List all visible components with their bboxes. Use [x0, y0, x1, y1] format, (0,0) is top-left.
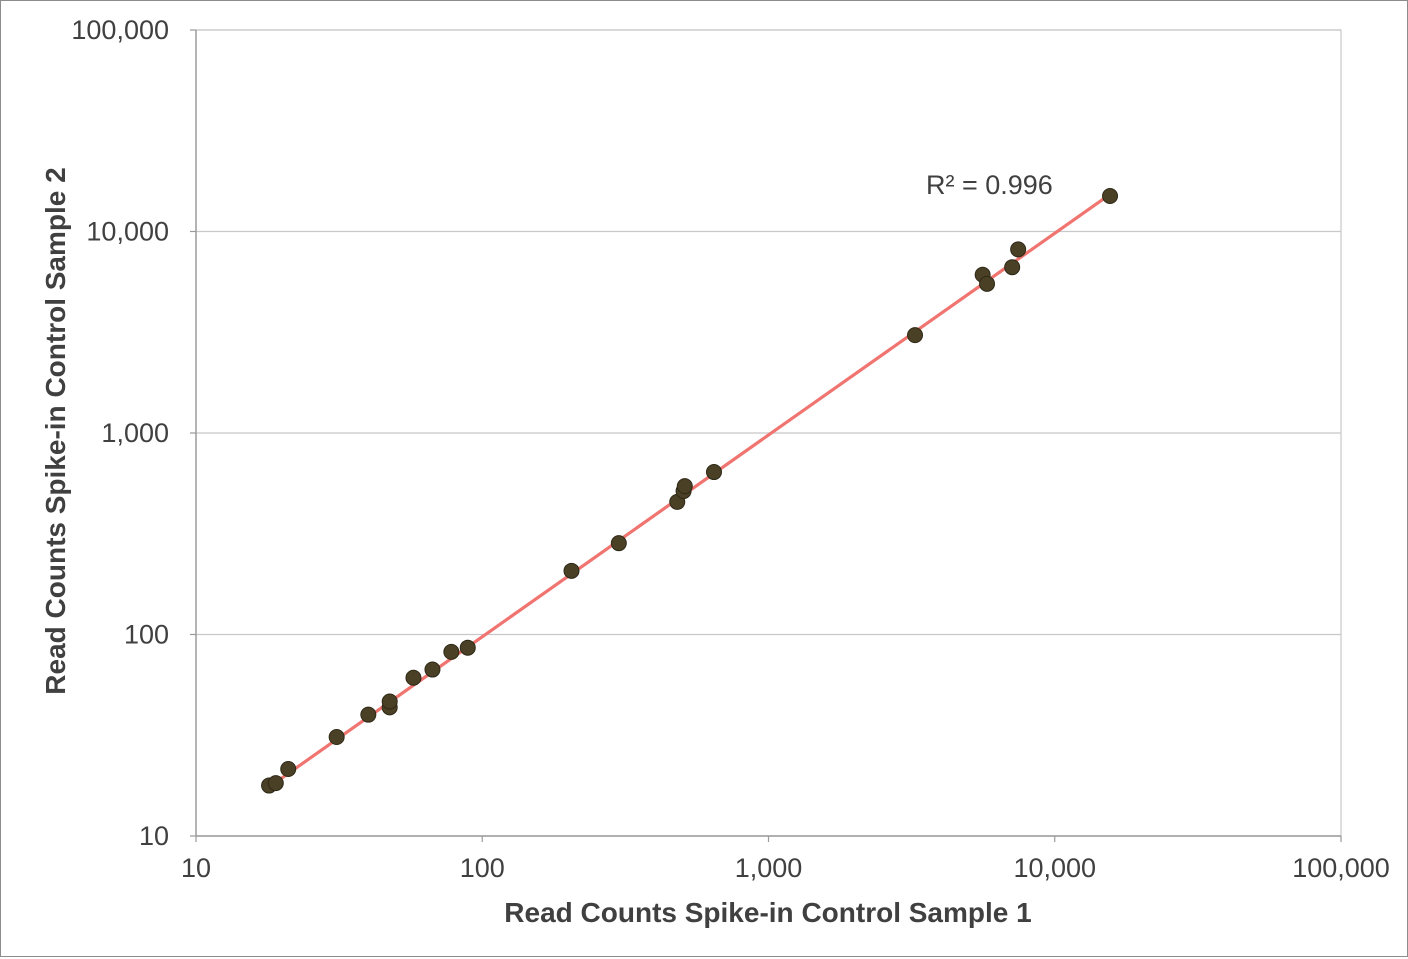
x-axis-title: Read Counts Spike-in Control Sample 1 [504, 897, 1031, 928]
y-tick-label: 1,000 [101, 418, 169, 448]
data-points [261, 188, 1119, 794]
data-point [676, 478, 693, 495]
data-point [610, 535, 627, 552]
y-tick-label: 10,000 [86, 217, 169, 247]
x-tick-label: 10 [181, 853, 211, 883]
data-point [405, 669, 422, 686]
r-squared-annotation: R² = 0.996 [926, 170, 1053, 200]
x-tick-label: 1,000 [735, 853, 803, 883]
axes [190, 29, 1342, 842]
y-tick-label: 10 [139, 821, 169, 851]
x-tick-label: 100,000 [1292, 853, 1390, 883]
y-tick-label: 100,000 [71, 15, 169, 45]
data-point [1004, 259, 1021, 276]
x-tick-label: 10,000 [1013, 853, 1096, 883]
data-point [381, 693, 398, 710]
x-tick-labels: 10 100 1,000 10,000 100,000 [181, 853, 1390, 883]
y-tick-labels: 10 100 1,000 10,000 100,000 [71, 15, 169, 851]
data-point [267, 775, 284, 792]
y-tick-label: 100 [124, 620, 169, 650]
data-point [328, 728, 345, 745]
data-point [907, 327, 924, 344]
y-axis-title: Read Counts Spike-in Control Sample 2 [40, 167, 71, 694]
data-point [979, 275, 996, 292]
data-point [563, 562, 580, 579]
data-point [459, 639, 476, 656]
data-point [424, 661, 441, 678]
data-point [705, 464, 722, 481]
data-point [443, 643, 460, 660]
gridlines [196, 29, 1341, 636]
data-point [360, 706, 377, 723]
data-point [1102, 188, 1119, 205]
x-tick-label: 100 [460, 853, 505, 883]
data-point [1010, 241, 1027, 258]
data-point [280, 761, 297, 778]
